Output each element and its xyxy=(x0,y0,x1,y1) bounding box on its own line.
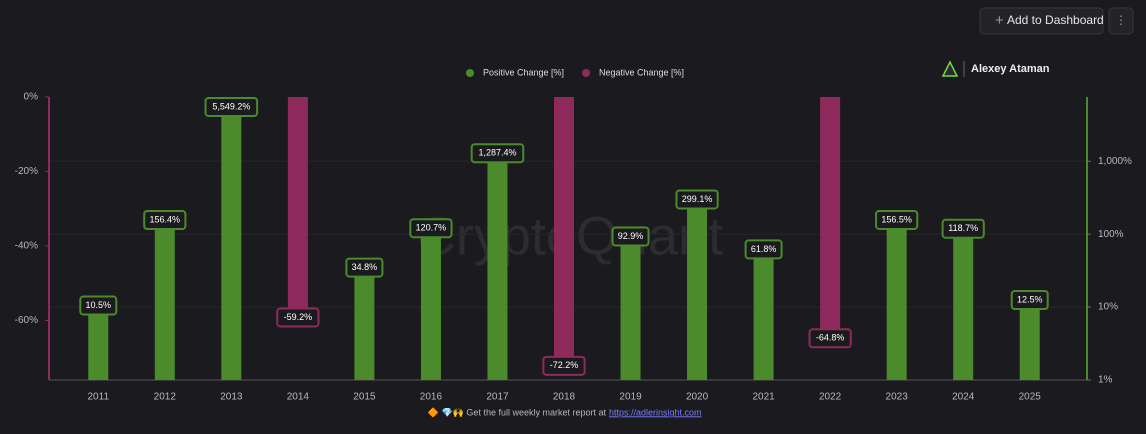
value-label: -59.2% xyxy=(284,312,313,322)
button-label[interactable]: Add to Dashboard xyxy=(1007,13,1104,27)
legend-label: Positive Change [%] xyxy=(483,67,564,77)
legend-label: Negative Change [%] xyxy=(599,67,684,77)
x-tick-label: 2022 xyxy=(819,392,842,403)
legend-marker xyxy=(582,69,590,77)
value-label: 34.8% xyxy=(352,262,378,272)
bar xyxy=(487,153,508,380)
x-tick-label: 2016 xyxy=(420,392,443,403)
y-tick-label: -20% xyxy=(15,166,38,177)
value-label: 299.1% xyxy=(682,194,713,204)
value-label: 1,287.4% xyxy=(478,148,516,158)
x-tick-label: 2018 xyxy=(553,392,576,403)
label-box xyxy=(875,209,919,230)
label-box xyxy=(941,218,985,239)
bar xyxy=(886,219,907,380)
bar xyxy=(1019,300,1040,380)
label-box xyxy=(276,307,320,328)
x-tick-label: 2021 xyxy=(752,392,775,403)
y-tick-label: -60% xyxy=(15,315,38,326)
value-label: -72.2% xyxy=(550,360,579,370)
x-tick-label: 2017 xyxy=(486,392,509,403)
x-tick-label: 2024 xyxy=(952,392,975,403)
label-box xyxy=(345,257,384,278)
x-tick-label: 2011 xyxy=(88,392,110,403)
x-tick-label: 2015 xyxy=(353,392,376,403)
label-box xyxy=(808,328,852,349)
footer-link[interactable]: https://adlerinsight.com xyxy=(609,407,702,417)
legend-marker xyxy=(466,69,474,77)
x-tick-label: 2023 xyxy=(886,392,909,403)
bar xyxy=(221,106,242,381)
label-box xyxy=(79,295,118,316)
bar xyxy=(554,97,574,366)
y2-tick-label: 10% xyxy=(1098,302,1118,313)
label-box xyxy=(675,189,719,210)
label-box xyxy=(744,239,783,260)
value-label: 156.4% xyxy=(150,214,181,224)
plus-icon: + xyxy=(995,12,1004,29)
label-box xyxy=(470,143,525,164)
y-tick-label: -40% xyxy=(15,241,38,252)
label-box xyxy=(542,355,586,376)
y-tick-label: 0% xyxy=(24,92,39,103)
x-tick-label: 2020 xyxy=(686,392,709,403)
label-box xyxy=(143,209,187,230)
bar xyxy=(354,267,375,380)
bar xyxy=(620,236,641,380)
value-label: 10.5% xyxy=(86,300,112,310)
author-logo xyxy=(941,60,959,77)
x-tick-label: 2013 xyxy=(220,392,243,403)
kebab-icon: ⋮ xyxy=(1115,13,1127,27)
value-label: 61.8% xyxy=(751,244,777,254)
x-tick-label: 2014 xyxy=(287,392,310,403)
label-box xyxy=(204,96,259,117)
bar xyxy=(88,305,109,380)
value-label: 5,549.2% xyxy=(212,101,250,111)
bar xyxy=(687,199,708,380)
footer-text: 🔶 💎🙌 Get the full weekly market report a… xyxy=(428,406,607,417)
value-label: 120.7% xyxy=(416,223,447,233)
label-box xyxy=(1010,290,1049,311)
bar xyxy=(420,228,441,380)
bar xyxy=(820,97,841,339)
value-label: -64.8% xyxy=(816,333,845,343)
more-button[interactable] xyxy=(1108,7,1134,35)
value-label: 118.7% xyxy=(948,223,978,233)
add-to-dashboard-button[interactable] xyxy=(979,7,1104,35)
value-label: 12.5% xyxy=(1017,294,1043,304)
y2-tick-label: 100% xyxy=(1098,229,1124,240)
y2-tick-label: 1% xyxy=(1098,375,1113,386)
label-box xyxy=(409,218,453,239)
x-tick-label: 2025 xyxy=(1019,392,1042,403)
value-label: 156.5% xyxy=(881,214,912,224)
label-box xyxy=(611,226,650,247)
x-tick-label: 2019 xyxy=(619,392,642,403)
x-tick-label: 2012 xyxy=(154,392,177,403)
bar xyxy=(287,97,308,318)
bar xyxy=(154,219,175,380)
author-name: Alexey Ataman xyxy=(971,63,1050,75)
bar xyxy=(753,249,774,380)
y2-tick-label: 1,000% xyxy=(1098,156,1132,167)
bar xyxy=(953,228,974,380)
value-label: 92.9% xyxy=(618,231,644,241)
